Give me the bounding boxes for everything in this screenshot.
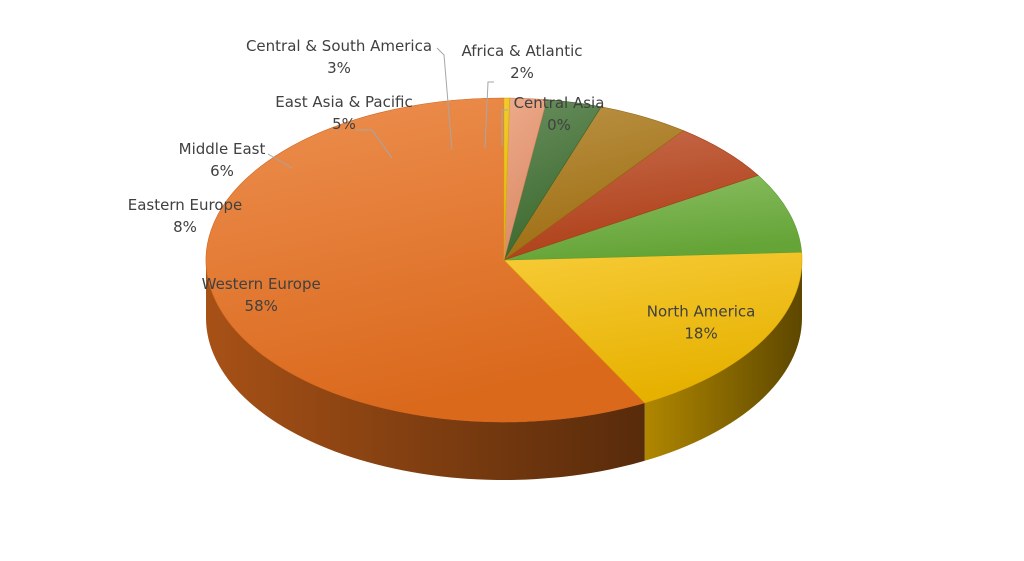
leader-line-africa-and-atlantic — [484, 81, 494, 149]
value-north-america: 18% — [684, 325, 717, 343]
pie-slice-eastern-europe — [503, 175, 802, 261]
label-western-europe: Western Europe — [202, 275, 321, 293]
value-western-europe: 58% — [245, 297, 278, 315]
pie-side-western-europe — [206, 260, 645, 480]
value-eastern-europe: 8% — [173, 218, 197, 236]
label-north-america: North America — [647, 303, 756, 321]
pie-slice-western-europe — [205, 97, 646, 423]
pie-side-north-america — [644, 260, 802, 461]
leader-lines — [267, 47, 508, 169]
slice-labels: Western Europe 58% North America 18% Eastern… — [128, 37, 756, 343]
value-central-and-south-america: 3% — [327, 59, 351, 77]
label-central-and-south-america: Central & South America — [246, 37, 432, 55]
label-east-asia-and-pacific: East Asia & Pacific — [275, 93, 412, 111]
label-middle-east: Middle East — [179, 140, 266, 158]
leader-line-east-asia-and-pacific — [356, 129, 393, 159]
leader-line-central-and-south-america — [436, 47, 453, 151]
pie-slice-north-america — [503, 251, 803, 404]
label-africa-and-atlantic: Africa & Atlantic — [461, 42, 582, 60]
pie-sides — [206, 260, 802, 480]
value-africa-and-atlantic: 2% — [510, 64, 534, 82]
value-central-asia: 0% — [547, 116, 571, 134]
leader-line-central-asia — [501, 109, 508, 146]
label-central-asia: Central Asia — [514, 94, 605, 112]
leader-line-middle-east — [267, 153, 293, 169]
pie-tops — [205, 97, 803, 423]
value-east-asia-and-pacific: 5% — [332, 115, 356, 133]
value-middle-east: 6% — [210, 162, 234, 180]
pie-slice-central-asia — [503, 97, 510, 261]
label-eastern-europe: Eastern Europe — [128, 196, 243, 214]
